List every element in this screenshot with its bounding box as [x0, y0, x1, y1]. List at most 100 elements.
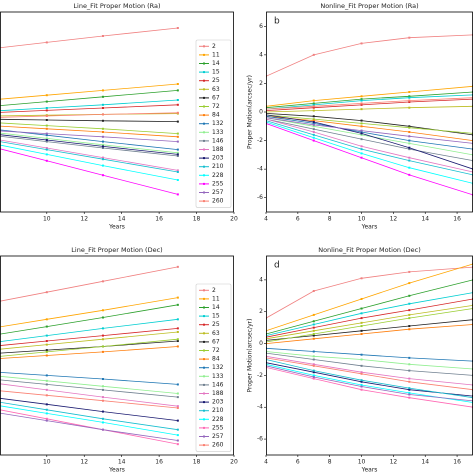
data-point [176, 345, 179, 348]
fit-line [266, 324, 473, 344]
fit-line [0, 412, 178, 441]
data-point [360, 148, 363, 151]
data-point [408, 135, 411, 138]
y-tick-label: 4 [259, 276, 263, 283]
fit-line [266, 266, 473, 319]
legend-marker [203, 174, 205, 177]
fit-line [0, 135, 178, 157]
data-point [360, 132, 363, 135]
data-point [408, 125, 411, 128]
data-point [176, 155, 179, 157]
data-point [312, 337, 315, 340]
x-tick-label: 6 [296, 216, 300, 223]
legend-marker [203, 383, 205, 386]
data-point [312, 118, 315, 121]
data-point [360, 364, 363, 367]
legend-marker [203, 79, 205, 82]
legend-marker [203, 340, 205, 343]
data-point [360, 131, 363, 133]
data-point [408, 377, 411, 380]
data-point [176, 439, 179, 442]
legend-label: 260 [212, 198, 224, 205]
data-point [45, 291, 48, 294]
data-point [101, 378, 104, 381]
data-point [101, 338, 104, 341]
data-point [312, 326, 315, 329]
plot-area [266, 33, 473, 196]
data-point [176, 151, 179, 154]
data-point [176, 396, 179, 399]
data-point [45, 340, 48, 343]
legend-marker [203, 444, 205, 447]
data-point [101, 280, 104, 283]
legend-label: 257 [212, 433, 224, 440]
data-point [101, 428, 104, 431]
data-point [408, 96, 411, 99]
legend-label: 228 [212, 416, 224, 423]
fit-line [266, 279, 473, 335]
fit-line [0, 409, 178, 445]
data-point [176, 338, 179, 341]
fit-line [266, 308, 473, 343]
data-point [176, 169, 179, 172]
data-point [408, 317, 411, 320]
data-point [176, 179, 179, 181]
data-point [45, 412, 48, 415]
data-point [45, 109, 48, 112]
y-tick-label: -4 [257, 404, 263, 411]
data-point [312, 99, 315, 102]
data-point [360, 95, 363, 98]
legend-marker [203, 131, 205, 134]
y-tick-label: 2 [259, 308, 263, 315]
x-tick-label: 14 [421, 459, 429, 466]
x-tick-label: 10 [358, 216, 366, 223]
data-point [408, 173, 411, 176]
data-point [176, 89, 179, 92]
data-point [176, 327, 179, 330]
data-point [408, 391, 411, 394]
data-point [176, 392, 179, 395]
data-point [312, 334, 315, 337]
data-point [408, 91, 411, 93]
data-point [101, 156, 104, 159]
data-point [408, 106, 411, 109]
x-tick-label: 16 [155, 216, 163, 223]
data-point [408, 142, 411, 145]
plot-area [0, 27, 179, 196]
data-point [312, 333, 315, 336]
data-point [176, 132, 179, 135]
data-point [45, 132, 48, 135]
fit-line [0, 331, 178, 350]
chart-title: Nonline_Fit Proper Motion (Dec) [318, 246, 421, 254]
data-point [360, 372, 363, 375]
data-point [101, 316, 104, 319]
chart-title: Line_Fit Proper Motion (Ra) [73, 2, 160, 10]
data-point [312, 128, 315, 131]
legend-label: 67 [212, 338, 220, 345]
x-tick-label: 14 [118, 216, 126, 223]
y-tick-label: 0 [259, 340, 263, 347]
data-point [360, 133, 363, 136]
x-tick-label: 12 [390, 459, 398, 466]
legend-marker [203, 157, 205, 160]
data-point [360, 383, 363, 386]
x-tick-label: 10 [43, 216, 51, 223]
fit-line [266, 263, 473, 332]
fit-line [0, 266, 178, 302]
fit-line [0, 112, 178, 118]
data-point [312, 123, 315, 126]
data-point [312, 371, 315, 374]
legend-label: 203 [212, 155, 224, 162]
legend-marker [203, 148, 205, 151]
data-point [101, 350, 104, 353]
fit-line [0, 134, 178, 155]
legend-marker [203, 88, 205, 91]
fit-line [0, 379, 178, 398]
data-point [408, 309, 411, 312]
data-point [45, 159, 48, 162]
legend-marker [203, 366, 205, 369]
data-point [312, 369, 315, 372]
fit-line [266, 34, 473, 77]
data-point [176, 171, 179, 173]
data-point [408, 396, 411, 399]
